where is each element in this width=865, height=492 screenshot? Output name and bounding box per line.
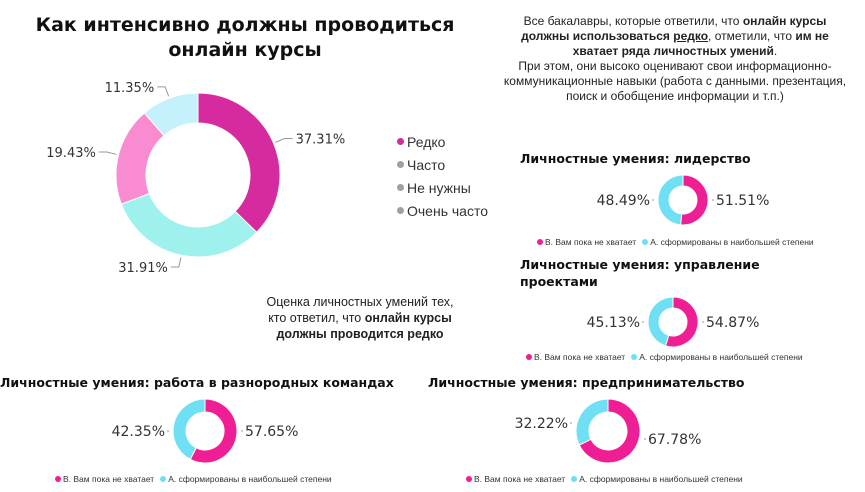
note-text: поиск и обобщение информации и т.п.) xyxy=(566,89,784,103)
teamwork-donut-chart: 57.65% 42.35% xyxy=(112,398,298,464)
legend-dot-icon xyxy=(571,476,578,482)
legend-item-often[interactable]: Часто xyxy=(397,154,488,177)
donut-slice[interactable] xyxy=(664,296,699,348)
donut-slice[interactable] xyxy=(172,398,206,461)
note-text: . xyxy=(773,44,778,58)
donut-slice[interactable] xyxy=(575,398,609,446)
legend-label: А. сформированы в наибольшей степени xyxy=(639,352,803,362)
note-text-bold: должны проводится редко xyxy=(276,327,444,341)
main-legend: Редко Часто Не нужны Очень часто xyxy=(397,131,488,223)
slice-label: 67.78% xyxy=(648,432,701,448)
assessment-note: Оценка личностных умений тех, кто ответи… xyxy=(245,294,475,342)
note-text-bold: онлайн курсы xyxy=(364,311,452,325)
note-text-underline: редко xyxy=(673,29,709,43)
note-text: кто ответил, что xyxy=(268,311,365,325)
title-line: Личностные умения: управление xyxy=(520,257,760,272)
legend-label: Очень часто xyxy=(407,203,489,219)
legend-item-formed[interactable]: А. сформированы в наибольшей степени xyxy=(642,237,814,247)
donut-slice[interactable] xyxy=(189,398,238,464)
legend-label: Часто xyxy=(407,157,446,173)
slice-label: 51.51% xyxy=(716,193,769,209)
legend-label: Не нужны xyxy=(407,180,471,196)
leader-line xyxy=(98,151,117,155)
main-donut-chart: 37.31% 31.91% 19.43% 11.35% xyxy=(46,81,346,276)
note-text: Все бакалавры, которые ответили, что xyxy=(523,14,743,28)
donut-slice[interactable] xyxy=(680,174,709,226)
note-text: Оценка личностных умений тех, xyxy=(266,295,454,309)
teamwork-legend: В. Вам пока не хватает А. сформированы в … xyxy=(55,474,338,484)
legend-item-lacking[interactable]: В. Вам пока не хватает xyxy=(537,237,636,247)
note-text: При этом, они высоко оценивают свои инфо… xyxy=(518,59,832,73)
legend-label: В. Вам пока не хватает xyxy=(545,237,637,247)
legend-item-rarely[interactable]: Редко xyxy=(397,131,488,154)
project-management-donut-chart: 54.87% 45.13% xyxy=(587,296,759,348)
legend-label: А. сформированы в наибольшей степени xyxy=(579,474,743,484)
legend-dot-icon xyxy=(631,354,638,360)
legend-dot-icon xyxy=(642,239,649,245)
entrepreneurship-donut-chart: 67.78% 32.22% xyxy=(515,398,701,464)
legend-dot-icon xyxy=(397,184,404,191)
slice-label: 54.87% xyxy=(706,315,759,331)
leader-line xyxy=(170,257,182,268)
legend-dot-icon xyxy=(397,161,404,168)
legend-label: Редко xyxy=(407,134,446,150)
legend-item-not-needed[interactable]: Не нужны xyxy=(397,177,488,200)
leadership-legend: В. Вам пока не хватает А. сформированы в … xyxy=(537,237,820,247)
legend-dot-icon xyxy=(55,476,61,482)
entrepreneurship-legend: В. Вам пока не хватает А. сформированы в … xyxy=(466,474,749,484)
project-management-chart-title: Личностные умения: управление проектами xyxy=(520,256,760,290)
slice-label: 11.35% xyxy=(105,81,155,96)
slice-label: 31.91% xyxy=(118,261,168,276)
legend-item-lacking[interactable]: В. Вам пока не хватает xyxy=(526,352,625,362)
donut-slice[interactable] xyxy=(197,92,281,233)
teamwork-chart-title: Личностные умения: работа в разнородных … xyxy=(0,375,394,390)
slice-label: 19.43% xyxy=(46,146,96,161)
legend-label: В. Вам пока не хватает xyxy=(534,352,626,362)
donut-slice[interactable] xyxy=(120,192,258,258)
legend-dot-icon xyxy=(526,354,532,360)
leadership-donut-chart: 51.51% 48.49% xyxy=(597,174,769,226)
slice-label: 45.13% xyxy=(587,315,640,331)
legend-label: А. сформированы в наибольшей степени xyxy=(168,474,332,484)
legend-dot-icon xyxy=(537,239,543,245)
leader-line xyxy=(275,138,293,143)
note-text-bold: им не xyxy=(795,29,829,43)
legend-item-lacking[interactable]: В. Вам пока не хватает xyxy=(466,474,565,484)
donut-slice[interactable] xyxy=(657,174,684,226)
donut-slice[interactable] xyxy=(647,296,674,347)
donut-slice[interactable] xyxy=(578,398,641,464)
legend-dot-icon xyxy=(397,138,404,145)
legend-dot-icon xyxy=(466,476,472,482)
slice-label: 48.49% xyxy=(597,193,650,209)
legend-item-formed[interactable]: А. сформированы в наибольшей степени xyxy=(571,474,743,484)
title-line: проектами xyxy=(520,274,598,289)
project-management-legend: В. Вам пока не хватает А. сформированы в … xyxy=(526,352,809,362)
legend-item-very-often[interactable]: Очень часто xyxy=(397,200,488,223)
entrepreneurship-chart-title: Личностные умения: предпринимательство xyxy=(428,375,745,390)
leadership-chart-title: Личностные умения: лидерство xyxy=(520,151,751,166)
legend-item-lacking[interactable]: В. Вам пока не хватает xyxy=(55,474,154,484)
note-text-bold: онлайн курсы xyxy=(742,14,827,28)
legend-label: А. сформированы в наибольшей степени xyxy=(650,237,814,247)
slice-label: 57.65% xyxy=(245,424,298,440)
legend-dot-icon xyxy=(397,207,404,214)
slice-label: 42.35% xyxy=(112,424,165,440)
donut-slice[interactable] xyxy=(143,92,199,137)
note-text-bold: должны использоваться xyxy=(521,29,674,43)
main-chart-title: Как интенсивно должны проводиться онлайн… xyxy=(35,14,455,61)
legend-label: В. Вам пока не хватает xyxy=(63,474,155,484)
legend-dot-icon xyxy=(160,476,167,482)
slice-label: 37.31% xyxy=(296,133,346,148)
slice-label: 32.22% xyxy=(515,416,568,432)
legend-label: В. Вам пока не хватает xyxy=(474,474,566,484)
leader-line xyxy=(157,86,170,97)
note-text-bold: хватает ряда личностных умений xyxy=(572,44,774,58)
legend-item-formed[interactable]: А. сформированы в наибольшей степени xyxy=(160,474,332,484)
note-text: , отметили, что xyxy=(708,29,796,43)
note-text: коммуникационные навыки (работа с данным… xyxy=(503,74,847,88)
summary-note: Все бакалавры, которые ответили, что онл… xyxy=(490,14,860,104)
legend-item-formed[interactable]: А. сформированы в наибольшей степени xyxy=(631,352,803,362)
